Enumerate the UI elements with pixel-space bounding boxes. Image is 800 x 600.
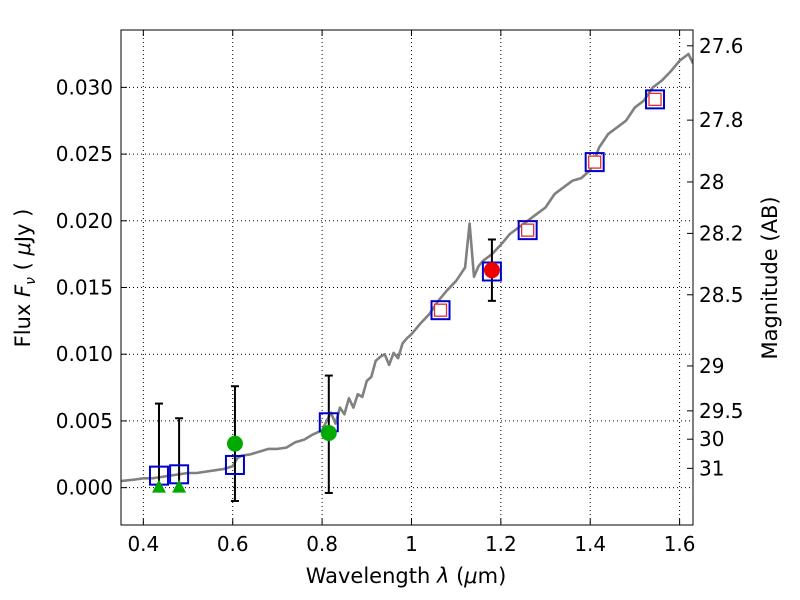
magnitude-tick-label: 30 — [699, 427, 724, 451]
magnitude-axis-label: Magnitude (AB) — [758, 196, 782, 359]
model-square-marker — [517, 220, 538, 241]
magnitude-tick-label: 28 — [699, 170, 724, 194]
inner-square-marker — [433, 303, 448, 317]
plot-frame — [120, 29, 694, 526]
model-square-marker — [224, 454, 245, 475]
green-circle-marker — [320, 424, 337, 441]
y-tick-label: 0.015 — [56, 276, 113, 300]
x-tick-label: 1.4 — [574, 532, 606, 556]
red-circle-marker — [483, 262, 500, 279]
magnitude-tick-label: 29 — [699, 354, 724, 378]
y-axis-label: Flux Fν ( μJy ) — [11, 209, 39, 348]
x-tick-label: 1.2 — [485, 532, 517, 556]
model-square-marker — [645, 89, 666, 110]
model-square-marker — [430, 300, 451, 321]
magnitude-tick-label: 28.5 — [699, 283, 744, 307]
magnitude-tick-label: 27.6 — [699, 34, 744, 58]
x-tick-label: 1 — [405, 532, 418, 556]
plot-area — [121, 52, 693, 502]
x-tick-label: 0.6 — [217, 532, 249, 556]
inner-square-marker — [521, 223, 535, 237]
green-triangle-marker — [151, 479, 166, 493]
x-axis-label: Wavelength λ (μm) — [306, 564, 507, 588]
magnitude-tick-label: 29.5 — [699, 399, 744, 423]
model-square-marker — [584, 152, 605, 173]
x-tick-label: 0.4 — [127, 532, 159, 556]
x-tick-label: 1.6 — [664, 532, 696, 556]
x-tick-label: 0.8 — [306, 532, 338, 556]
y-tick-label: 0.010 — [56, 342, 113, 366]
y-tick-label: 0.005 — [56, 409, 113, 433]
green-circle-marker — [226, 435, 243, 452]
magnitude-tick-label: 27.8 — [699, 108, 744, 132]
y-tick-label: 0.025 — [56, 142, 113, 166]
green-triangle-marker — [172, 479, 187, 493]
spectrum-line — [121, 52, 693, 483]
grid — [121, 30, 693, 525]
inner-square-marker — [648, 92, 662, 107]
y-tick-label: 0.000 — [56, 476, 113, 500]
axis-ticks: 0.4 0.6 0.8 1 1.2 1.4 1.6 0.000 0.005 0.010 0.015 0… — [56, 30, 744, 556]
magnitude-tick-label: 28.2 — [699, 221, 744, 245]
y-tick-label: 0.020 — [56, 209, 113, 233]
inner-square-marker — [588, 155, 602, 169]
y-tick-label: 0.030 — [56, 75, 113, 99]
magnitude-tick-label: 31 — [699, 456, 724, 480]
